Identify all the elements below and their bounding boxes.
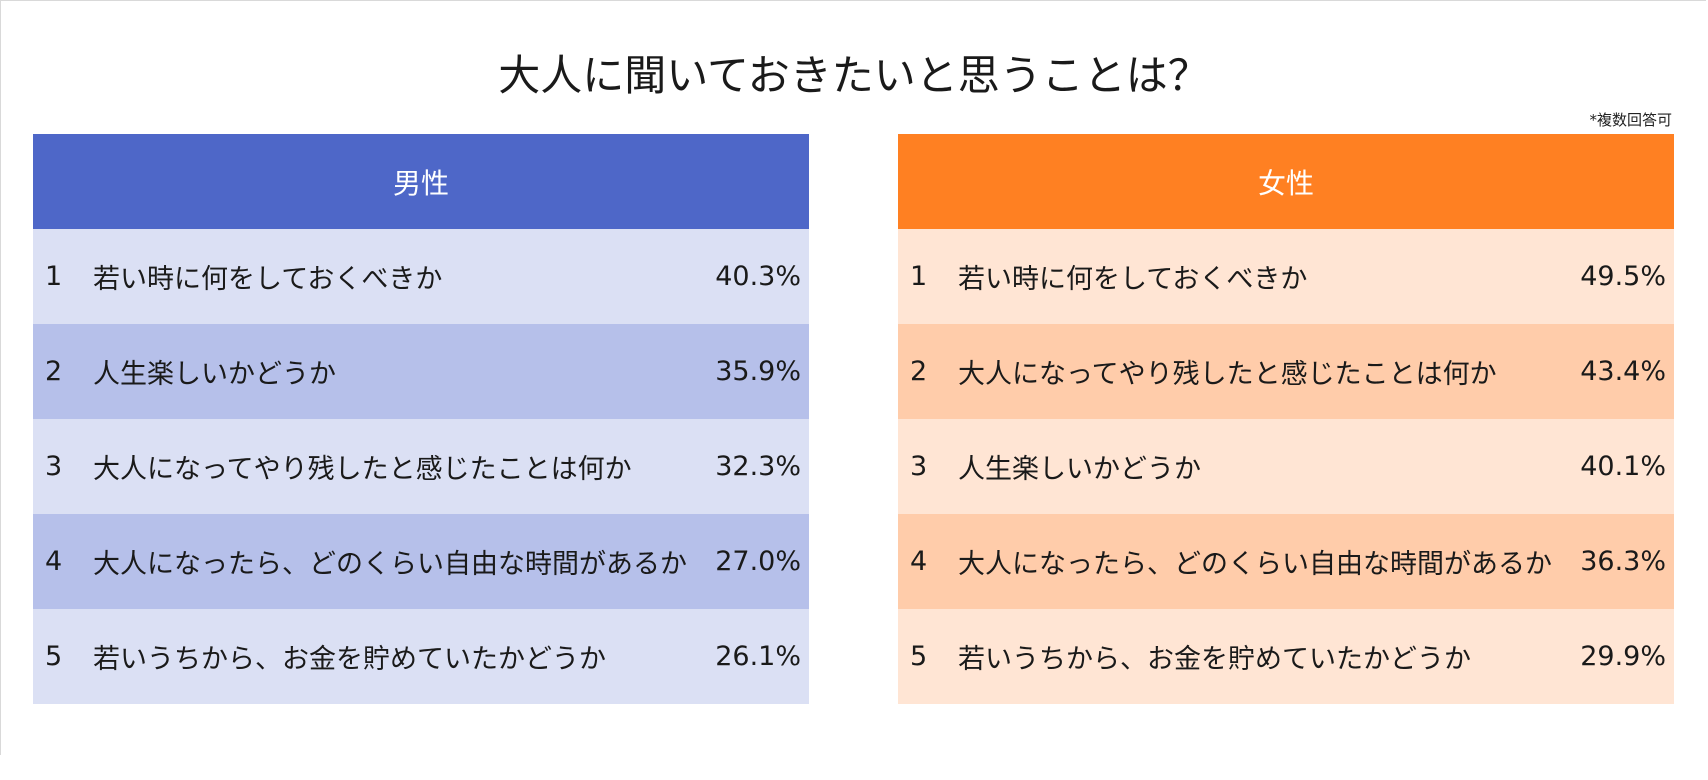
multiple-answer-note: *複数回答可 [1589,111,1672,129]
male-row-label: 大人になってやり残したと感じたことは何か [93,454,632,485]
male-row-value: 26.1% [715,641,801,672]
male-row-label: 大人になったら、どのくらい自由な時間があるか [93,549,687,580]
male-row-3: 3 大人になってやり残したと感じたことは何か 32.3% [33,419,809,514]
female-row-4: 4 大人になったら、どのくらい自由な時間があるか 36.3% [898,514,1674,609]
female-row-rank: 1 [910,261,928,292]
male-row-5: 5 若いうちから、お金を貯めていたかどうか 26.1% [33,609,809,704]
male-row-rank: 3 [45,451,63,482]
male-row-rank: 1 [45,261,63,292]
male-row-value: 35.9% [715,356,801,387]
male-row-2: 2 人生楽しいかどうか 35.9% [33,324,809,419]
female-row-rank: 3 [910,451,928,482]
male-row-label: 人生楽しいかどうか [93,359,336,390]
male-row-1: 1 若い時に何をしておくべきか 40.3% [33,229,809,324]
male-row-value: 40.3% [715,261,801,292]
female-row-rank: 4 [910,546,928,577]
male-row-value: 32.3% [715,451,801,482]
male-table-title: 男性 [392,166,449,200]
female-row-label: 大人になってやり残したと感じたことは何か [958,359,1497,390]
male-row-value: 27.0% [715,546,801,577]
male-row-4: 4 大人になったら、どのくらい自由な時間があるか 27.0% [33,514,809,609]
female-row-label: 人生楽しいかどうか [958,454,1201,485]
female-row-label: 若いうちから、お金を貯めていたかどうか [958,644,1471,675]
female-row-1: 1 若い時に何をしておくべきか 49.5% [898,229,1674,324]
male-table: 男性 1 若い時に何をしておくべきか 40.3% 2 人生楽しいかどうか 35.… [33,134,809,704]
female-row-2: 2 大人になってやり残したと感じたことは何か 43.4% [898,324,1674,419]
male-row-rank: 4 [45,546,63,577]
female-row-rank: 2 [910,356,928,387]
female-row-label: 若い時に何をしておくべきか [958,264,1308,295]
male-row-rank: 2 [45,356,63,387]
female-row-label: 大人になったら、どのくらい自由な時間があるか [958,549,1552,580]
female-row-value: 40.1% [1580,451,1666,482]
page-frame [0,0,1706,755]
female-row-value: 49.5% [1580,261,1666,292]
male-table-header: 男性 [33,134,809,229]
female-row-value: 43.4% [1580,356,1666,387]
female-row-3: 3 人生楽しいかどうか 40.1% [898,419,1674,514]
female-row-rank: 5 [910,641,928,672]
page-title: 大人に聞いておきたいと思うことは？ [498,51,1210,100]
male-row-label: 若いうちから、お金を貯めていたかどうか [93,644,606,675]
male-row-rank: 5 [45,641,63,672]
female-row-5: 5 若いうちから、お金を貯めていたかどうか 29.9% [898,609,1674,704]
female-table-title: 女性 [1257,166,1314,200]
female-row-value: 36.3% [1580,546,1666,577]
male-row-label: 若い時に何をしておくべきか [93,264,443,295]
female-table-header: 女性 [898,134,1674,229]
female-table: 女性 1 若い時に何をしておくべきか 49.5% 2 大人になってやり残したと感… [898,134,1674,704]
female-row-value: 29.9% [1580,641,1666,672]
